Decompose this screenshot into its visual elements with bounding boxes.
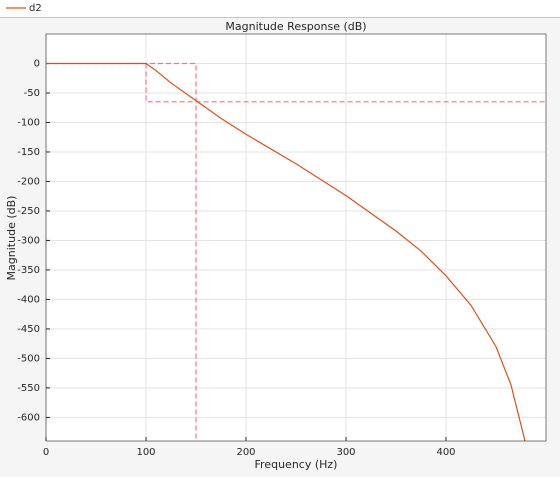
y-tick-label: -450: [17, 324, 40, 335]
y-tick-label: -50: [24, 88, 40, 99]
y-tick-label: -400: [17, 294, 40, 305]
axes-box: [45, 33, 547, 442]
chart-title: Magnitude Response (dB): [225, 20, 366, 33]
x-tick-label: 100: [136, 447, 155, 458]
y-tick-label: -150: [17, 147, 40, 158]
y-tick-label: -100: [17, 117, 40, 128]
x-tick-label: 0: [43, 447, 49, 458]
plot-area: [46, 34, 546, 441]
y-tick-label: -550: [17, 383, 40, 394]
data-line: [46, 62, 526, 441]
y-tick-label: -600: [17, 412, 40, 423]
y-tick-label: -300: [17, 235, 40, 246]
legend-label: d2: [29, 3, 42, 14]
x-tick-label: 200: [236, 447, 255, 458]
x-axis-label: Frequency (Hz): [255, 458, 338, 471]
y-tick-label: -200: [17, 176, 40, 187]
y-tick-label: -350: [17, 265, 40, 276]
y-tick-label: 0: [34, 58, 40, 69]
x-tick-label: 400: [436, 447, 455, 458]
legend-bar: [0, 0, 560, 17]
y-tick-label: -250: [17, 206, 40, 217]
y-tick-label: -500: [17, 353, 40, 364]
y-axis-label: Magnitude (dB): [5, 196, 18, 281]
x-tick-label: 300: [336, 447, 355, 458]
